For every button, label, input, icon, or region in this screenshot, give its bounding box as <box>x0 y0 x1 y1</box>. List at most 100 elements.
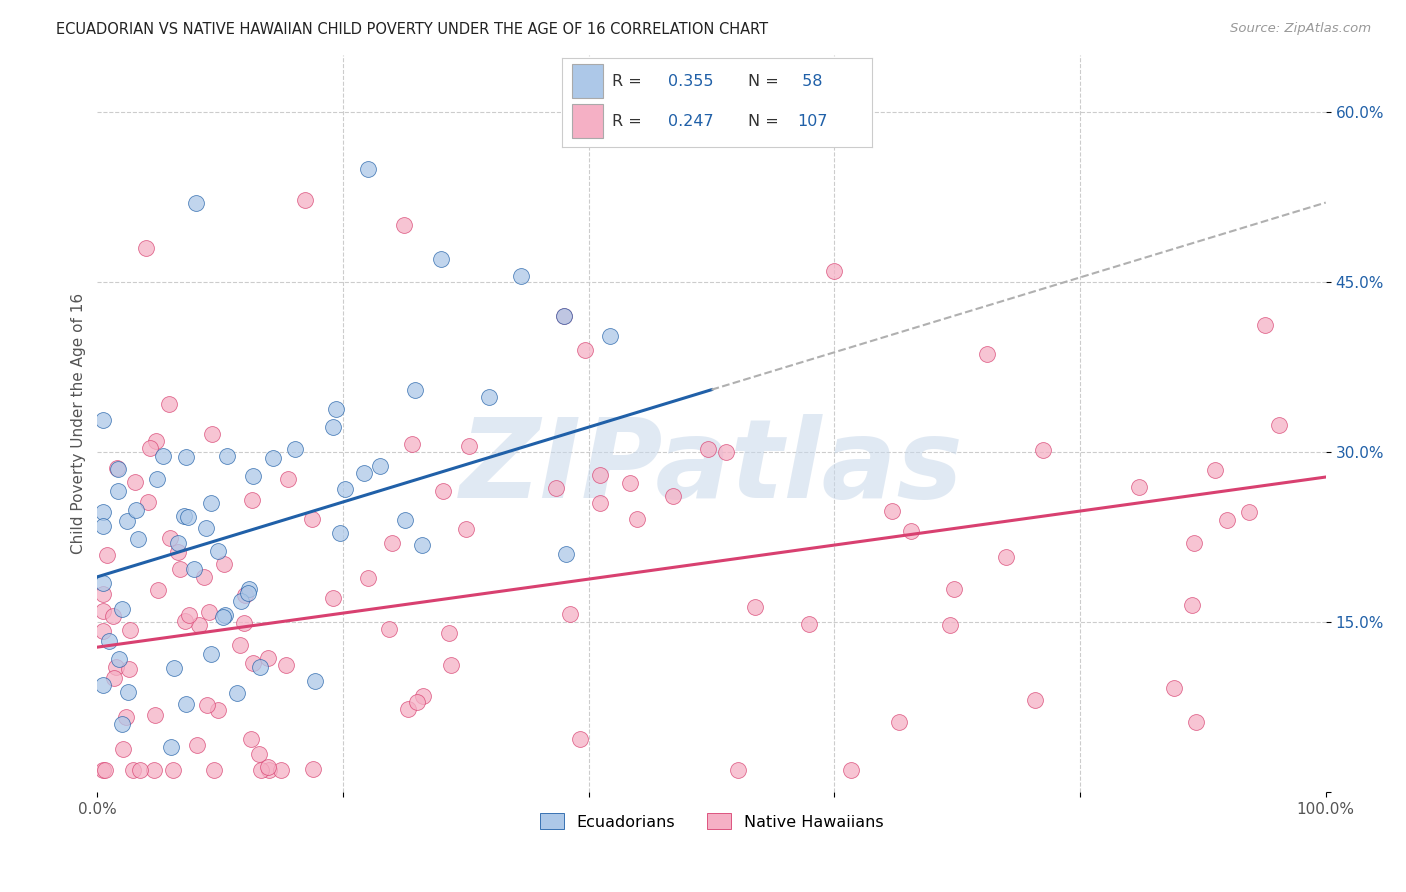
Point <box>201 426 224 441</box>
Point <box>212 558 235 572</box>
Point <box>412 690 434 704</box>
Point <box>405 695 427 709</box>
Point <box>510 268 533 283</box>
Point <box>167 545 190 559</box>
Point <box>249 660 271 674</box>
Point <box>166 535 188 549</box>
Point <box>173 509 195 524</box>
Point <box>207 544 229 558</box>
Point <box>152 450 174 464</box>
Point <box>238 582 260 596</box>
Bar <box>572 64 603 98</box>
Point <box>411 538 433 552</box>
Point <box>381 536 404 550</box>
Point <box>378 622 401 636</box>
Point <box>125 502 148 516</box>
Point <box>823 263 845 277</box>
Point <box>456 522 478 536</box>
Point <box>107 484 129 499</box>
Point <box>93 575 115 590</box>
Point <box>727 763 749 777</box>
Point <box>211 610 233 624</box>
Point <box>257 760 280 774</box>
Point <box>302 762 325 776</box>
Point <box>111 742 134 756</box>
Point <box>744 600 766 615</box>
Point <box>356 571 378 585</box>
Point <box>122 763 145 777</box>
Point <box>146 472 169 486</box>
Point <box>356 161 378 176</box>
Point <box>1128 480 1150 494</box>
Point <box>995 549 1018 564</box>
Point <box>257 763 280 777</box>
Point <box>394 219 416 233</box>
Point <box>194 521 217 535</box>
Point <box>353 466 375 480</box>
Point <box>104 660 127 674</box>
Point <box>111 602 134 616</box>
Point <box>900 524 922 539</box>
Point <box>882 504 904 518</box>
Point <box>177 608 200 623</box>
Point <box>173 614 195 628</box>
Point <box>370 458 392 473</box>
Point <box>329 525 352 540</box>
Point <box>124 475 146 489</box>
Point <box>157 396 180 410</box>
Point <box>478 390 501 404</box>
Point <box>325 402 347 417</box>
Point <box>432 483 454 498</box>
Point <box>437 626 460 640</box>
Text: R =: R = <box>612 114 647 128</box>
Point <box>93 413 115 427</box>
Point <box>976 347 998 361</box>
Point <box>184 195 207 210</box>
Point <box>143 708 166 723</box>
Point <box>568 732 591 747</box>
Text: 58: 58 <box>797 74 823 88</box>
Point <box>322 420 344 434</box>
Point <box>135 241 157 255</box>
Point <box>1204 463 1226 477</box>
Point <box>242 656 264 670</box>
Text: 107: 107 <box>797 114 828 128</box>
Point <box>1024 693 1046 707</box>
Point <box>1254 318 1277 332</box>
Point <box>160 739 183 754</box>
Point <box>103 608 125 623</box>
Point <box>103 671 125 685</box>
Point <box>146 582 169 597</box>
Point <box>96 548 118 562</box>
Point <box>262 450 284 465</box>
Point <box>162 763 184 777</box>
Point <box>1032 442 1054 457</box>
Point <box>242 492 264 507</box>
Point <box>304 674 326 689</box>
Point <box>1163 681 1185 695</box>
Point <box>553 309 575 323</box>
Y-axis label: Child Poverty Under the Age of 16: Child Poverty Under the Age of 16 <box>72 293 86 554</box>
Text: N =: N = <box>748 114 779 128</box>
Point <box>136 495 159 509</box>
Point <box>200 495 222 509</box>
Point <box>249 763 271 777</box>
Point <box>619 475 641 490</box>
Point <box>430 252 453 267</box>
Point <box>127 533 149 547</box>
Point <box>232 615 254 630</box>
Point <box>115 514 138 528</box>
Point <box>401 437 423 451</box>
Point <box>93 604 115 618</box>
Point <box>207 703 229 717</box>
Point <box>440 657 463 672</box>
Point <box>1237 505 1260 519</box>
Point <box>404 383 426 397</box>
Point <box>105 461 128 475</box>
Point <box>270 763 292 777</box>
Point <box>176 450 198 464</box>
Point <box>626 512 648 526</box>
Point <box>114 710 136 724</box>
Point <box>176 510 198 524</box>
Point <box>1216 513 1239 527</box>
